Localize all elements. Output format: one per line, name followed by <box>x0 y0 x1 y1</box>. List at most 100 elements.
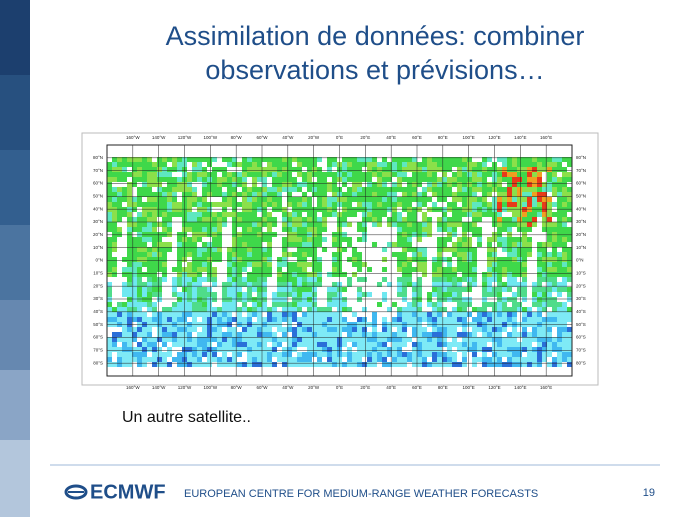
data-cell <box>212 257 217 262</box>
data-cell <box>187 227 192 232</box>
data-cell <box>237 182 242 187</box>
data-cell <box>312 217 317 222</box>
data-cell <box>202 157 207 162</box>
data-cell <box>517 227 522 232</box>
data-cell <box>207 287 212 292</box>
data-cell <box>377 187 382 192</box>
data-cell <box>487 327 492 332</box>
data-cell <box>382 297 387 302</box>
data-cell <box>127 172 132 177</box>
data-cell <box>272 362 277 367</box>
data-cell <box>312 182 317 187</box>
data-cell <box>117 172 122 177</box>
data-cell <box>292 332 297 337</box>
data-cell <box>537 157 542 162</box>
data-cell <box>412 292 417 297</box>
data-cell <box>227 347 232 352</box>
data-cell <box>552 312 557 317</box>
data-cell <box>397 277 402 282</box>
data-cell <box>252 242 257 247</box>
data-cell <box>362 172 367 177</box>
data-cell <box>157 197 162 202</box>
data-cell <box>212 157 217 162</box>
data-cell <box>112 312 117 317</box>
data-cell <box>292 337 297 342</box>
data-cell <box>472 352 477 357</box>
data-cell <box>132 252 137 257</box>
data-cell <box>477 347 482 352</box>
data-cell <box>357 317 362 322</box>
data-cell <box>402 227 407 232</box>
data-cell <box>107 347 112 352</box>
data-cell <box>367 267 372 272</box>
data-cell <box>107 257 112 262</box>
data-cell <box>162 212 167 217</box>
data-cell <box>332 182 337 187</box>
data-cell <box>137 157 142 162</box>
data-cell <box>202 347 207 352</box>
data-cell <box>567 252 572 257</box>
data-cell <box>477 172 482 177</box>
data-cell <box>417 237 422 242</box>
data-cell <box>562 317 567 322</box>
data-cell <box>387 337 392 342</box>
data-cell <box>432 192 437 197</box>
data-cell <box>252 362 257 367</box>
data-cell <box>507 232 512 237</box>
data-cell <box>387 352 392 357</box>
data-cell <box>562 357 567 362</box>
data-cell <box>322 312 327 317</box>
data-cell <box>397 267 402 272</box>
data-cell <box>157 297 162 302</box>
data-cell <box>392 222 397 227</box>
data-cell <box>242 217 247 222</box>
data-cell <box>277 162 282 167</box>
data-cell <box>302 357 307 362</box>
data-cell <box>422 177 427 182</box>
data-cell <box>477 312 482 317</box>
data-cell <box>247 317 252 322</box>
data-cell <box>107 297 112 302</box>
data-cell <box>507 227 512 232</box>
caption: Un autre satellite.. <box>122 409 251 426</box>
data-cell <box>172 302 177 307</box>
lat-label: 60°N <box>576 181 586 186</box>
data-cell <box>242 247 247 252</box>
data-cell <box>387 187 392 192</box>
data-cell <box>522 267 527 272</box>
data-cell <box>502 172 507 177</box>
data-cell <box>257 192 262 197</box>
data-cell <box>482 277 487 282</box>
data-cell <box>312 227 317 232</box>
data-cell <box>242 302 247 307</box>
data-cell <box>432 187 437 192</box>
data-cell <box>137 242 142 247</box>
data-cell <box>137 287 142 292</box>
data-cell <box>282 237 287 242</box>
data-cell <box>152 162 157 167</box>
data-cell <box>142 162 147 167</box>
data-cell <box>157 287 162 292</box>
data-cell <box>467 167 472 172</box>
data-cell <box>332 347 337 352</box>
data-cell <box>287 187 292 192</box>
data-cell <box>302 342 307 347</box>
data-cell <box>122 282 127 287</box>
data-cell <box>377 197 382 202</box>
data-cell <box>192 357 197 362</box>
data-cell <box>287 252 292 257</box>
data-cell <box>147 212 152 217</box>
data-cell <box>447 247 452 252</box>
data-cell <box>312 277 317 282</box>
data-cell <box>542 252 547 257</box>
data-cell <box>392 197 397 202</box>
data-cell <box>142 242 147 247</box>
org-name: EUROPEAN CENTRE FOR MEDIUM-RANGE WEATHER… <box>184 488 538 500</box>
data-cell <box>547 202 552 207</box>
data-cell <box>262 182 267 187</box>
data-cell <box>547 272 552 277</box>
data-cell <box>522 277 527 282</box>
data-cell <box>512 212 517 217</box>
data-cell <box>222 307 227 312</box>
data-cell <box>297 222 302 227</box>
